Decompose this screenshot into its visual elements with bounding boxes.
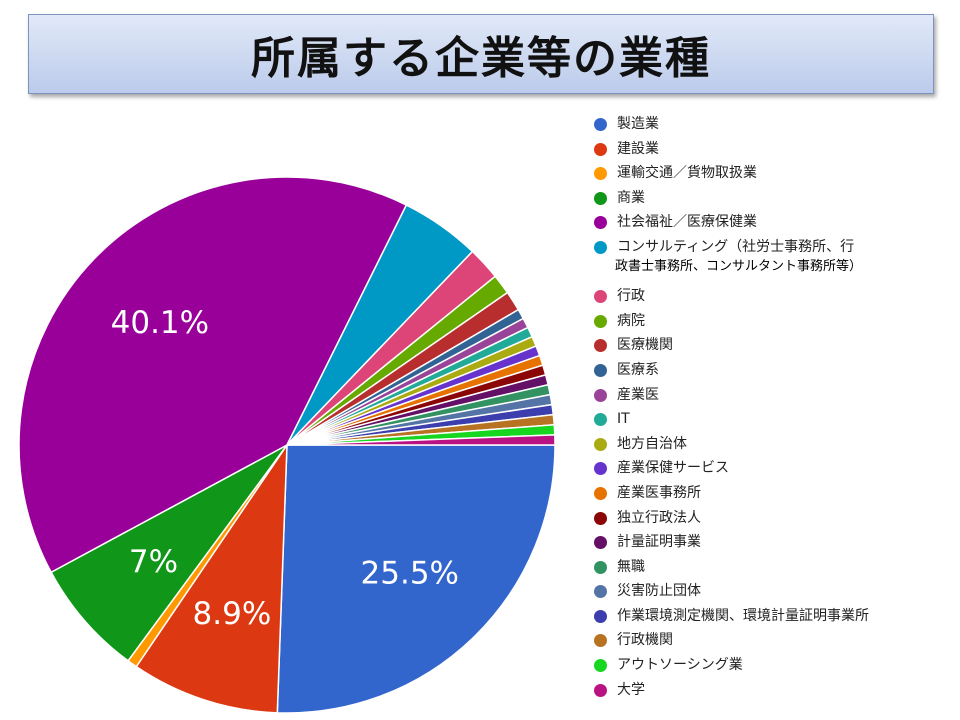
legend-item: 産業医 <box>594 385 954 410</box>
legend-label: 行政 <box>617 288 645 305</box>
legend-item: 医療系 <box>594 360 954 385</box>
legend-item: 医療機関 <box>594 335 954 360</box>
legend-item: コンサルティング（社労士事務所、行 政書士事務所、コンサルタント事務所等） <box>594 237 954 286</box>
pie-slice-labels: 25.5% 8.9% 7% 40.1% <box>111 305 459 632</box>
legend-swatch-icon <box>594 511 607 525</box>
legend-swatch-icon <box>594 462 607 476</box>
legend-label: 産業医 <box>617 386 659 403</box>
legend-item: 産業医事務所 <box>594 483 954 508</box>
legend-item: 運輸交通／貨物取扱業 <box>594 163 954 188</box>
legend-swatch-icon <box>594 363 607 377</box>
legend-label: 運輸交通／貨物取扱業 <box>617 165 757 182</box>
pie-slices <box>18 176 556 714</box>
pie-slice-4 <box>18 176 408 574</box>
legend-label: 産業保健サービス <box>617 460 729 477</box>
legend-item: 社会福祉／医療保健業 <box>594 212 954 237</box>
legend-swatch-icon <box>594 142 607 156</box>
title-banner: 所属する企業等の業種 <box>28 14 934 94</box>
chart-title: 所属する企業等の業種 <box>251 33 711 84</box>
legend-item: 商業 <box>594 188 954 213</box>
legend-label: 独立行政法人 <box>617 509 701 526</box>
legend-item: 建設業 <box>594 139 954 164</box>
legend-item: 病院 <box>594 311 954 336</box>
legend-label: 商業 <box>617 189 645 206</box>
legend-swatch-icon <box>594 314 607 328</box>
legend-label: 産業医事務所 <box>617 484 701 501</box>
legend-item: 作業環境測定機関、環境計量証明事業所 <box>594 606 954 631</box>
legend-label: 社会福祉／医療保健業 <box>617 214 757 231</box>
legend-swatch-icon <box>594 339 607 353</box>
legend-label: 作業環境測定機関、環境計量証明事業所 <box>617 607 869 624</box>
legend-swatch-icon <box>594 486 607 500</box>
legend-swatch-icon <box>594 290 607 304</box>
legend-swatch-icon <box>594 413 607 427</box>
legend-swatch-icon <box>594 585 607 599</box>
legend-item: 計量証明事業 <box>594 532 954 557</box>
legend-label-continued: 政書士事務所、コンサルタント事務所等） <box>615 258 863 274</box>
legend-label: 大学 <box>617 681 645 698</box>
legend-item: アウトソーシング業 <box>594 655 954 680</box>
legend-swatch-icon <box>594 609 607 623</box>
legend-swatch-icon <box>594 388 607 402</box>
legend-swatch-icon <box>594 167 607 181</box>
slice-label-3: 7% <box>129 544 178 580</box>
legend-item: 行政 <box>594 286 954 311</box>
legend-swatch-icon <box>594 240 607 254</box>
slice-label-1: 8.9% <box>193 596 272 632</box>
legend-item: 独立行政法人 <box>594 508 954 533</box>
legend-label: 医療系 <box>617 361 659 378</box>
legend-label: 病院 <box>617 312 645 329</box>
legend-item: 行政機関 <box>594 630 954 655</box>
legend-label: 医療機関 <box>617 337 673 354</box>
legend-item: 無職 <box>594 557 954 582</box>
legend-label: 地方自治体 <box>617 435 687 452</box>
legend: 製造業建設業運輸交通／貨物取扱業 商業社会福祉／医療保健業コンサルティング（社労士… <box>594 114 954 704</box>
legend-label: アウトソーシング業 <box>617 657 743 674</box>
slice-label-0: 25.5% <box>361 555 459 591</box>
pie-slice-1 <box>135 442 288 714</box>
legend-swatch-icon <box>594 560 607 574</box>
pie-slice-0 <box>276 444 556 714</box>
legend-label: コンサルティング（社労士事務所、行 政書士事務所、コンサルタント事務所等） <box>615 237 917 277</box>
legend-swatch-icon <box>594 437 607 451</box>
legend-item: 大学 <box>594 680 954 705</box>
legend-swatch-icon <box>594 683 607 697</box>
legend-swatch-icon <box>594 634 607 648</box>
legend-item: 産業保健サービス <box>594 458 954 483</box>
legend-label: 建設業 <box>617 140 659 157</box>
legend-swatch-icon <box>594 216 607 230</box>
legend-label: 計量証明事業 <box>617 534 701 551</box>
legend-label: 災害防止団体 <box>617 583 701 600</box>
legend-swatch-icon <box>594 191 607 205</box>
legend-item: 災害防止団体 <box>594 581 954 606</box>
legend-item: 地方自治体 <box>594 434 954 459</box>
legend-label: 無職 <box>617 558 645 575</box>
pie-slice-3 <box>50 444 288 662</box>
legend-label: IT <box>617 411 630 428</box>
legend-item: IT <box>594 409 954 434</box>
legend-label: 製造業 <box>617 116 659 132</box>
legend-label: 行政機関 <box>617 632 673 649</box>
legend-swatch-icon <box>594 659 607 673</box>
legend-swatch-icon <box>594 536 607 550</box>
legend-item: 製造業 <box>594 114 954 139</box>
pie-slice-22 <box>286 434 556 446</box>
legend-swatch-icon <box>594 118 607 131</box>
slice-label-4: 40.1% <box>111 305 209 341</box>
